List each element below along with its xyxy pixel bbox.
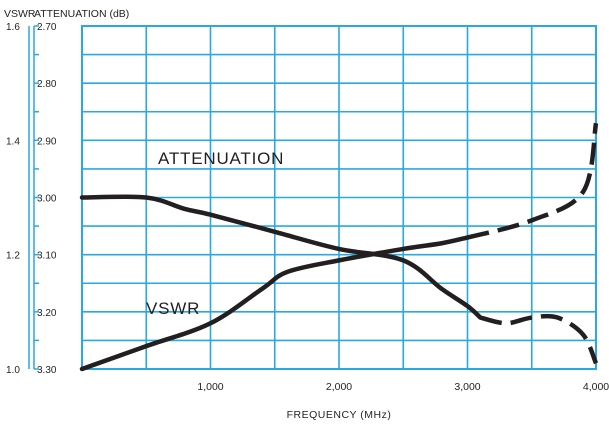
vswr-tick-label: 1.6 (6, 22, 20, 33)
attenuation-series-label: ATTENUATION (158, 149, 284, 168)
x-tick-label: 1,000 (197, 381, 223, 393)
vswr-tick-label: 1.2 (6, 251, 20, 262)
x-tick-label: 2,000 (326, 381, 352, 393)
x-axis-label: FREQUENCY (MHz) (287, 409, 392, 421)
attenuation-tick-label: 2.70 (37, 22, 57, 33)
attenuation-line-dashed (479, 313, 599, 365)
attenuation-tick-label: 3.10 (37, 251, 57, 262)
attenuation-tick-label: 2.80 (37, 79, 57, 90)
series-lines (79, 122, 599, 372)
attenuation-axis-header: ATTENUATION (dB) (34, 8, 129, 20)
attenuation-line-solid (79, 194, 483, 320)
vswr-line-dashed (466, 122, 599, 240)
vswr-tick-label: 1.4 (6, 136, 20, 147)
vswr-series-label: VSWR (146, 299, 200, 318)
attenuation-tick-label: 2.90 (37, 136, 57, 147)
vswr-line-solid (79, 235, 470, 372)
x-tick-label: 3,000 (454, 381, 480, 393)
vswr-tick-label: 1.0 (6, 365, 20, 376)
attenuation-tick-label: 3.20 (37, 308, 57, 319)
vswr-axis-header: VSWR (4, 8, 36, 20)
axes (28, 25, 39, 370)
x-tick-label: 4,000 (583, 381, 609, 393)
attenuation-tick-label: 3.30 (37, 365, 57, 376)
attenuation-tick-label: 3.00 (37, 194, 57, 205)
